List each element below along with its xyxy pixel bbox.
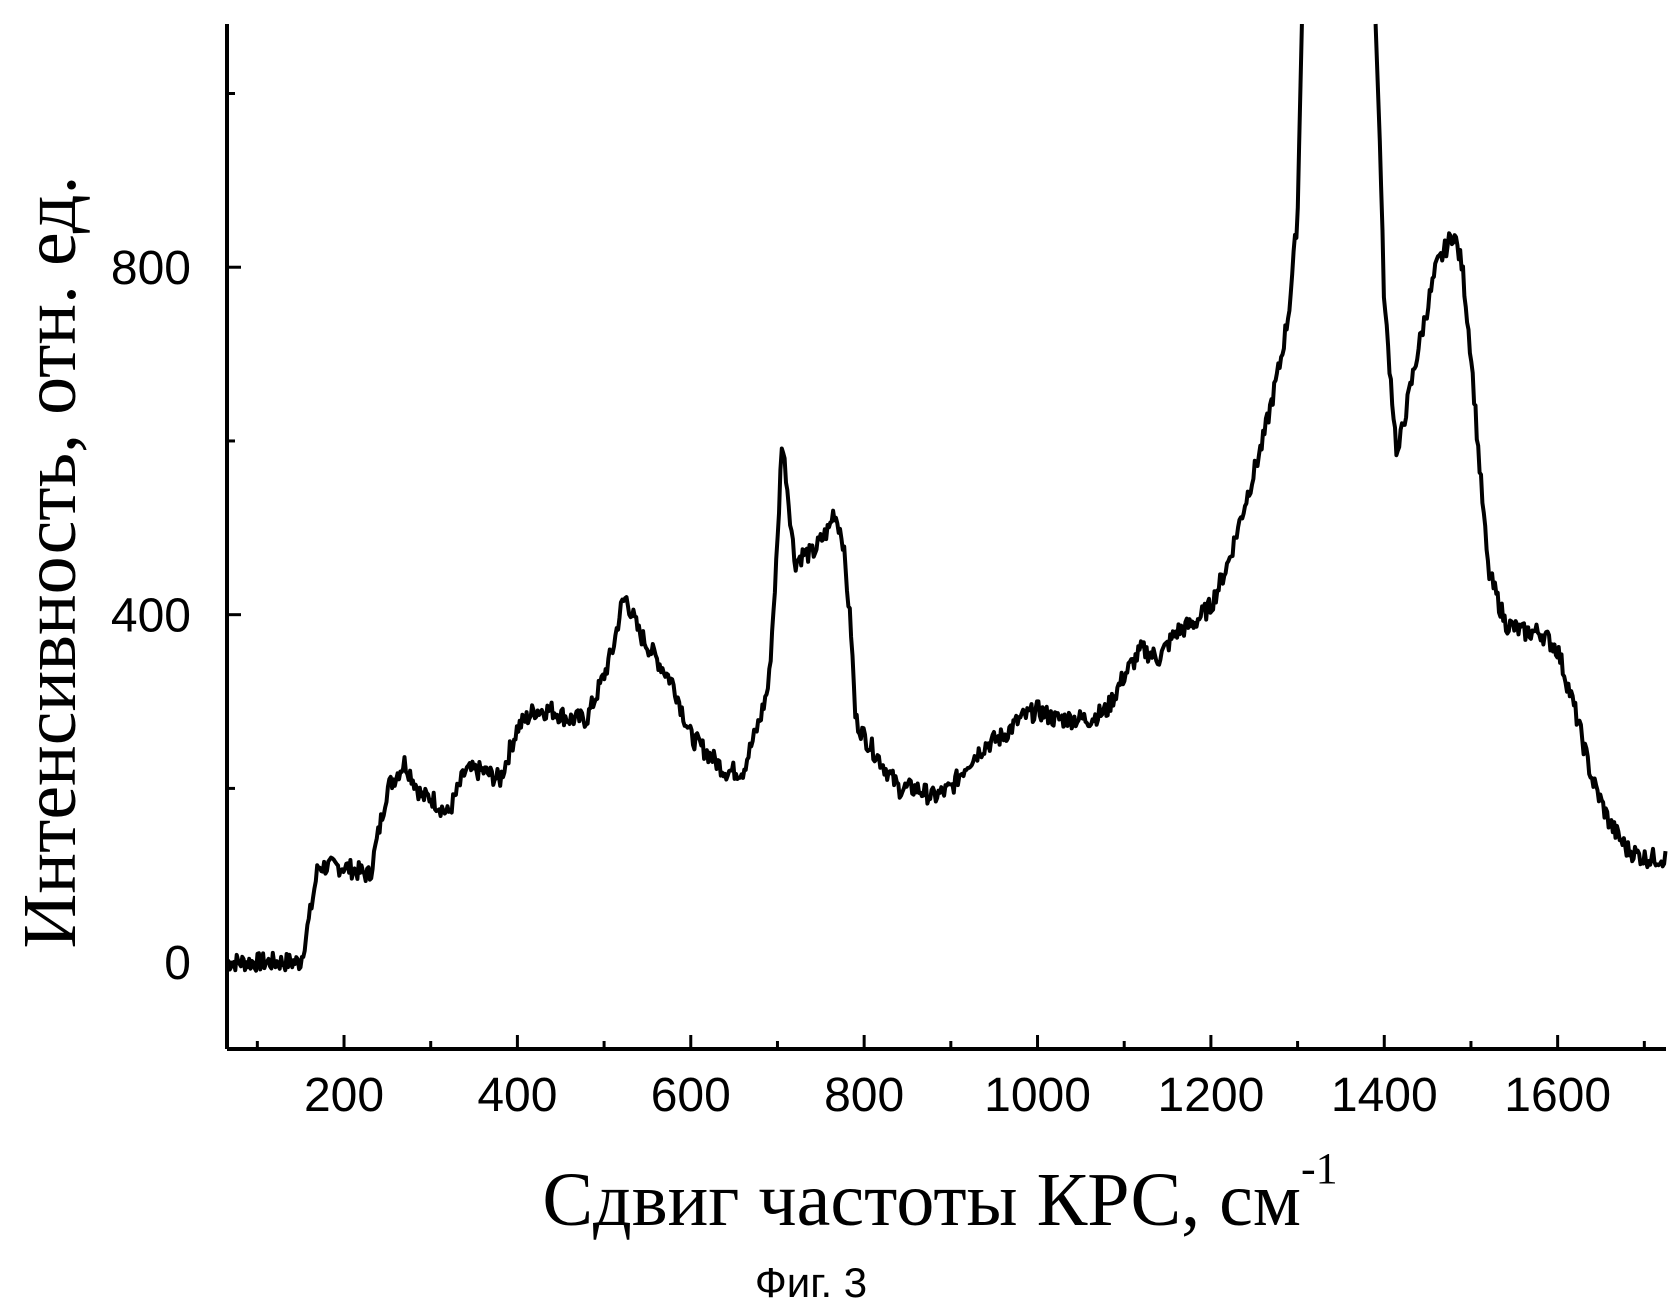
- figure-caption: Фиг. 3: [755, 1259, 867, 1306]
- x-tick-label: 200: [304, 1069, 384, 1122]
- x-tick-label: 400: [477, 1069, 557, 1122]
- x-tick-label: 1600: [1504, 1069, 1611, 1122]
- y-tick-label: 0: [164, 937, 191, 990]
- x-axis-title-superscript: -1: [1301, 1144, 1338, 1193]
- ticks-layer: 200 400 600 800 1000 1200 1400 1600 0 400 800: [111, 93, 1644, 1122]
- x-tick-label: 1200: [1158, 1069, 1265, 1122]
- y-axis-title: Интенсивность, отн. ед.: [8, 176, 92, 949]
- spectrum-line-right: [1376, 24, 1666, 867]
- x-axis-title-text: Сдвиг частоты КРС, см: [542, 1158, 1301, 1242]
- x-tick-label: 1400: [1331, 1069, 1438, 1122]
- spectrum-line-left: [227, 24, 1302, 971]
- x-tick-label: 800: [824, 1069, 904, 1122]
- x-axis-title: Сдвиг частоты КРС, см-1: [542, 1144, 1337, 1242]
- y-tick-label: 800: [111, 242, 191, 295]
- y-tick-label: 400: [111, 590, 191, 643]
- x-tick-label: 600: [651, 1069, 731, 1122]
- series-layer: [227, 24, 1666, 971]
- axes-layer: [227, 24, 1666, 1049]
- x-tick-label: 1000: [984, 1069, 1091, 1122]
